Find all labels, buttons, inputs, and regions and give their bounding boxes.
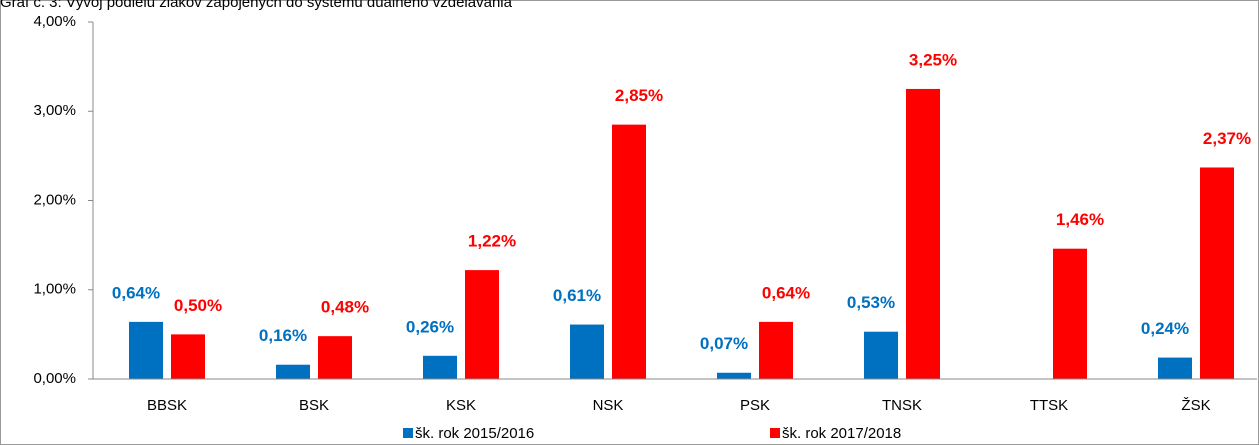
data-label: 2,37% <box>1203 129 1251 148</box>
legend-label: šk. rok 2017/2018 <box>782 425 901 442</box>
data-label: 0,16% <box>259 326 307 345</box>
legend-label: šk. rok 2015/2016 <box>415 425 534 442</box>
x-tick-label: TNSK <box>882 397 922 414</box>
bar <box>1158 357 1192 379</box>
legend-swatch <box>770 428 780 438</box>
y-tick-label: 3,00% <box>33 102 76 119</box>
data-label: 0,61% <box>553 286 601 305</box>
data-label: 0,24% <box>1141 319 1189 338</box>
x-tick-label: PSK <box>740 397 770 414</box>
bar <box>171 334 205 379</box>
data-label: 0,50% <box>174 296 222 315</box>
bar <box>423 355 457 379</box>
data-label: 1,22% <box>468 232 516 251</box>
x-tick-label: BSK <box>299 397 329 414</box>
bar <box>570 324 604 379</box>
y-tick-label: 0,00% <box>33 370 76 387</box>
bar <box>318 336 352 379</box>
legend-swatch <box>403 428 413 438</box>
data-label: 0,53% <box>847 293 895 312</box>
bar <box>864 331 898 379</box>
data-label: 0,26% <box>406 317 454 336</box>
x-tick-label: KSK <box>446 397 476 414</box>
x-tick-label: ŽSK <box>1181 397 1210 414</box>
bar <box>906 88 940 379</box>
bar <box>129 321 163 379</box>
data-label: 1,46% <box>1056 210 1104 229</box>
data-label: 0,64% <box>762 283 810 302</box>
chart-title: Graf č. 3: Vývoj podielu žiakov zapojený… <box>0 0 513 11</box>
y-tick-label: 2,00% <box>33 191 76 208</box>
bar <box>276 364 310 379</box>
x-tick-label: BBSK <box>147 397 187 414</box>
bar <box>1053 248 1087 379</box>
x-tick-label: NSK <box>593 397 624 414</box>
data-label: 0,48% <box>321 298 369 317</box>
bar <box>1200 167 1234 379</box>
y-tick-label: 1,00% <box>33 281 76 298</box>
data-label: 0,07% <box>700 334 748 353</box>
y-tick-label: 4,00% <box>33 13 76 30</box>
bar <box>612 124 646 379</box>
data-label: 2,85% <box>615 86 663 105</box>
x-tick-label: TTSK <box>1030 397 1068 414</box>
data-label: 0,64% <box>112 283 160 302</box>
bar <box>717 372 751 379</box>
data-label: 3,25% <box>909 50 957 69</box>
bar <box>465 270 499 379</box>
bar <box>759 321 793 379</box>
